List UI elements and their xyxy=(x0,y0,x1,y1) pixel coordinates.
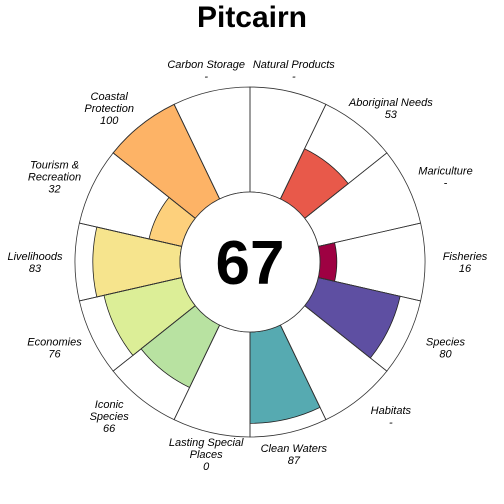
label-economies: Economies 76 xyxy=(27,336,82,360)
label-iconic-species: Iconic Species 66 xyxy=(90,399,130,435)
label-coastal-protection: Coastal Protection 100 xyxy=(84,91,134,127)
label-aboriginal-needs: Aboriginal Needs 53 xyxy=(348,97,433,121)
label-carbon-storage: Carbon Storage - xyxy=(167,59,245,83)
label-livelihoods: Livelihoods 83 xyxy=(7,251,63,275)
petal-clean-waters xyxy=(249,324,321,424)
label-lasting-special-places: Lasting Special Places 0 xyxy=(169,437,244,473)
inner-circle xyxy=(179,191,321,333)
label-habitats: Habitats - xyxy=(371,405,412,429)
label-species: Species 80 xyxy=(426,336,466,360)
label-natural-products: Natural Products - xyxy=(253,59,335,83)
label-clean-waters: Clean Waters 87 xyxy=(261,443,328,467)
goal-labels: Fisheries 16 Mariculture - Aboriginal Needs 5… xyxy=(7,59,487,473)
petal-outlines xyxy=(74,86,426,438)
chart-title: Pitcairn xyxy=(197,1,307,34)
petals xyxy=(92,103,401,424)
center-score: 67 xyxy=(216,229,285,298)
label-mariculture: Mariculture - xyxy=(418,166,472,190)
petal-species xyxy=(304,277,401,359)
label-tourism-recreation: Tourism & Recreation 32 xyxy=(28,160,81,196)
petal-fisheries xyxy=(317,242,338,282)
label-fisheries: Fisheries 16 xyxy=(443,251,488,275)
